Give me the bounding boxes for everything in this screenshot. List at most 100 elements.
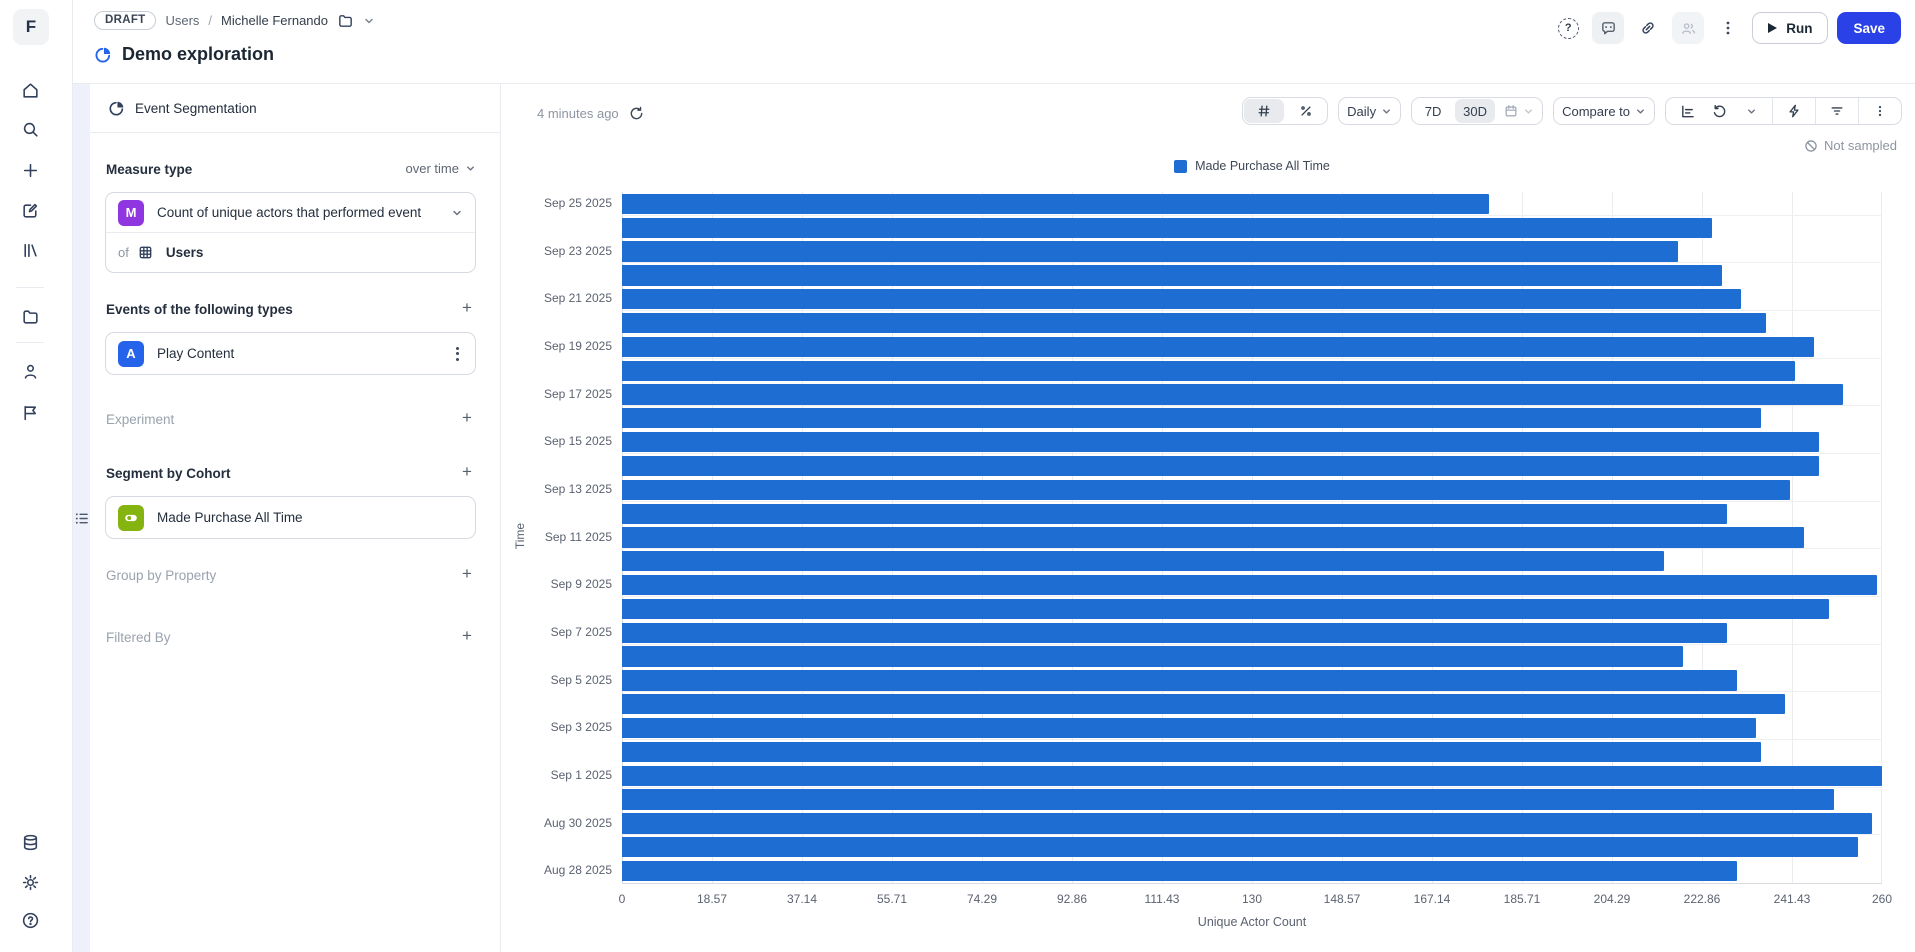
y-tick-label: Sep 11 2025 — [544, 529, 612, 544]
bar[interactable] — [622, 694, 1785, 715]
breadcrumb-section[interactable]: Users — [165, 13, 200, 28]
x-axis-title: Unique Actor Count — [1197, 915, 1307, 929]
bar[interactable] — [622, 503, 1727, 524]
measure-badge: M — [118, 199, 144, 226]
database-icon[interactable] — [12, 824, 48, 860]
save-button[interactable]: Save — [1837, 12, 1901, 44]
measure-value: Count of unique actors that performed ev… — [157, 205, 422, 220]
run-button[interactable]: Run — [1752, 12, 1829, 44]
flag-icon[interactable] — [12, 394, 48, 430]
bar[interactable] — [622, 670, 1737, 691]
add-group-by-button[interactable]: + — [462, 564, 472, 583]
x-tick-label: 130 — [1241, 892, 1263, 906]
chart-legend[interactable]: Made Purchase All Time — [622, 159, 1882, 173]
bar[interactable] — [622, 860, 1737, 882]
measure-value-row[interactable]: M Count of unique actors that performed … — [106, 193, 475, 232]
bar[interactable] — [622, 837, 1858, 858]
percent-values-button[interactable] — [1286, 99, 1326, 123]
refresh-icon[interactable] — [629, 106, 644, 121]
chat-icon[interactable] — [1592, 12, 1625, 44]
bar[interactable] — [622, 765, 1882, 786]
bar[interactable] — [622, 384, 1843, 405]
lightning-icon[interactable] — [1774, 99, 1814, 123]
toolbar-divider — [1815, 98, 1816, 124]
bar[interactable] — [622, 360, 1795, 381]
category-separator — [622, 596, 1882, 597]
link-icon[interactable] — [1633, 13, 1663, 43]
search-icon[interactable] — [12, 111, 48, 147]
absolute-values-button[interactable] — [1244, 99, 1285, 123]
event-badge: A — [118, 340, 144, 367]
last-run-text: 4 minutes ago — [537, 106, 619, 121]
custom-date-button[interactable] — [1497, 99, 1541, 123]
bar[interactable] — [622, 598, 1829, 620]
people-icon[interactable] — [1672, 12, 1705, 44]
range-7d-button[interactable]: 7D — [1424, 103, 1442, 119]
bar[interactable] — [622, 646, 1683, 667]
bar[interactable] — [622, 479, 1790, 500]
granularity-dropdown[interactable]: Daily — [1340, 99, 1399, 123]
x-tick-label: 241.43 — [1773, 892, 1811, 906]
panel-title: Event Segmentation — [135, 100, 257, 116]
bar[interactable] — [622, 527, 1804, 548]
compose-icon[interactable] — [12, 192, 48, 228]
range-30d-button[interactable]: 30D — [1455, 99, 1496, 123]
bar[interactable] — [622, 217, 1712, 238]
kebab-menu-icon[interactable] — [1713, 13, 1743, 43]
bar[interactable] — [622, 741, 1761, 763]
event-kebab-icon[interactable] — [452, 343, 463, 365]
app-logo[interactable]: F — [13, 9, 49, 45]
settings-icon[interactable] — [12, 864, 48, 900]
bar[interactable] — [622, 574, 1877, 596]
bar[interactable] — [622, 265, 1722, 286]
events-section-label: Events of the following types — [106, 302, 293, 317]
bar[interactable] — [622, 193, 1489, 215]
event-name: Play Content — [157, 346, 235, 361]
bar[interactable] — [622, 289, 1741, 310]
add-cohort-button[interactable]: + — [462, 462, 472, 481]
bar[interactable] — [622, 241, 1678, 262]
person-icon[interactable] — [12, 353, 48, 389]
filter-icon[interactable] — [1817, 99, 1857, 123]
compare-to-dropdown[interactable]: Compare to — [1555, 99, 1653, 123]
bar[interactable] — [622, 813, 1872, 834]
measure-mode-dropdown[interactable]: over time — [406, 161, 476, 176]
bar[interactable] — [622, 551, 1664, 572]
measure-entity-row[interactable]: of Users — [106, 232, 475, 272]
bar[interactable] — [622, 622, 1727, 643]
x-tick-label: 37.14 — [786, 892, 818, 906]
add-event-button[interactable]: + — [462, 298, 472, 317]
chart-toolbar: Daily 7D 30D Compare to — [1242, 97, 1902, 125]
chart-type-icon[interactable] — [1667, 99, 1702, 123]
home-icon[interactable] — [12, 72, 48, 108]
bar[interactable] — [622, 789, 1834, 810]
breadcrumb-page[interactable]: Michelle Fernando — [221, 13, 328, 28]
play-icon — [1768, 23, 1778, 33]
bar[interactable] — [622, 408, 1761, 429]
no-entry-icon — [1805, 139, 1817, 152]
y-tick-label: Aug 30 2025 — [543, 815, 612, 830]
folder-icon[interactable] — [12, 298, 48, 334]
category-separator — [622, 262, 1882, 263]
add-filter-button[interactable]: + — [462, 626, 472, 645]
panel-handle-icon[interactable] — [73, 508, 89, 528]
event-row[interactable]: A Play Content — [106, 333, 475, 374]
folder-small-icon[interactable] — [337, 12, 354, 29]
x-tick-label: 222.86 — [1683, 892, 1721, 906]
chart-type-chevron-icon[interactable] — [1736, 99, 1771, 123]
library-icon[interactable] — [12, 232, 48, 268]
reset-chart-icon[interactable] — [1704, 99, 1734, 123]
chart-kebab-icon[interactable] — [1860, 99, 1900, 123]
bar[interactable] — [622, 717, 1756, 739]
bar[interactable] — [622, 432, 1819, 453]
bar[interactable] — [622, 455, 1819, 477]
chevron-down-icon[interactable] — [363, 15, 375, 27]
cohort-row[interactable]: Made Purchase All Time — [106, 497, 475, 538]
help-icon[interactable] — [12, 902, 48, 938]
bar[interactable] — [622, 336, 1814, 358]
bar[interactable] — [622, 312, 1766, 334]
plus-icon[interactable] — [12, 152, 48, 188]
add-experiment-button[interactable]: + — [462, 408, 472, 427]
help-dashed-icon[interactable]: ? — [1553, 13, 1583, 43]
